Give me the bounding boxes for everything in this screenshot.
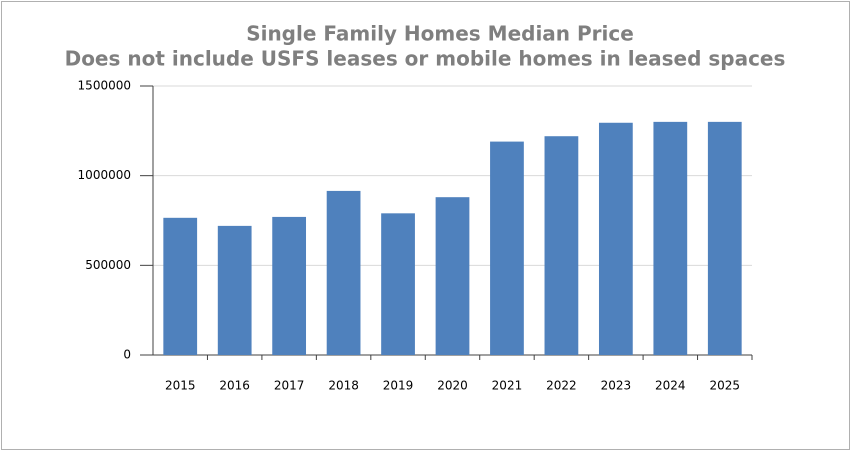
x-tick-label: 2019 <box>383 379 414 393</box>
bar <box>707 121 742 355</box>
bar <box>490 141 524 355</box>
x-tick-label: 2020 <box>437 379 468 393</box>
chart-title: Single Family Homes Median Price <box>246 22 634 46</box>
x-tick-label: 2018 <box>328 379 359 393</box>
bar <box>544 136 579 355</box>
x-tick-label: 2025 <box>709 379 740 393</box>
y-tick-label: 500000 <box>85 258 131 272</box>
y-tick-label: 1500000 <box>78 79 131 93</box>
bar <box>653 121 688 355</box>
bar <box>163 217 198 355</box>
x-tick-label: 2015 <box>165 379 196 393</box>
x-tick-label: 2022 <box>546 379 577 393</box>
x-tick-label: 2016 <box>219 379 250 393</box>
bar <box>381 213 415 355</box>
x-tick-label: 2021 <box>492 379 523 393</box>
y-tick-label: 0 <box>123 348 131 362</box>
x-tick-label: 2023 <box>601 379 632 393</box>
y-tick-label: 1000000 <box>78 168 131 182</box>
x-tick-label: 2024 <box>655 379 686 393</box>
bar <box>217 225 252 355</box>
bar <box>272 216 307 355</box>
bar <box>598 122 633 355</box>
bar <box>326 190 361 355</box>
bar <box>435 197 470 355</box>
x-tick-label: 2017 <box>274 379 305 393</box>
chart-subtitle: Does not include USFS leases or mobile h… <box>65 47 786 71</box>
